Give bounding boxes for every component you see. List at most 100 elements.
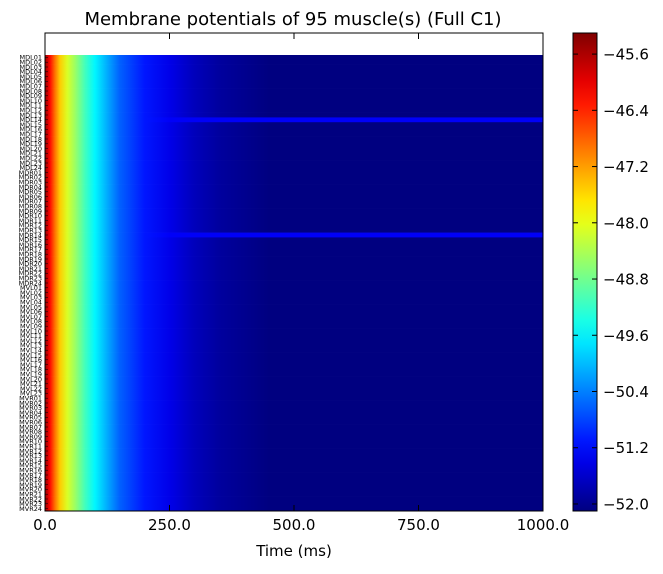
y-tick-label: MVR17 [19, 471, 42, 479]
heatmap-row-mdr03 [45, 179, 543, 185]
y-tick-label: MDL08 [19, 87, 42, 95]
heatmap-row-mdr01 [45, 170, 543, 176]
y-tick-label: MVL03 [20, 294, 42, 302]
y-tick-label: MDL05 [19, 73, 42, 81]
colorbar-tick-label: −50.4 [603, 383, 649, 401]
heatmap-row-mvr21 [45, 491, 543, 497]
y-tick-label: MDL23 [19, 159, 42, 167]
heatmap-row-mvl13 [45, 343, 543, 349]
colorbar-tick-label: −47.2 [603, 158, 649, 176]
heatmap-row-mdr20 [45, 261, 543, 267]
y-tick-label: MVR09 [19, 433, 42, 441]
x-tick-label: 500.0 [273, 516, 316, 534]
heatmap-row-mdl20 [45, 146, 543, 152]
y-tick-label: MDR12 [19, 222, 42, 230]
heatmap-row-mdl06 [45, 79, 543, 85]
heatmap-row-mdr04 [45, 184, 543, 190]
heatmap-row-mdl17 [45, 131, 543, 137]
heatmap-row-mvr04 [45, 410, 543, 416]
heatmap-row-mvr20 [45, 487, 543, 493]
colorbar-tick-label: −45.6 [603, 46, 649, 64]
colorbar-tick-label: −52.0 [603, 495, 649, 513]
colorbar-tick-label: −49.6 [603, 327, 649, 345]
heatmap-row-mvl12 [45, 338, 543, 344]
heatmap-row-mdl24 [45, 165, 543, 171]
colorbar-tick-label: −48.0 [603, 214, 649, 232]
y-tick-label: MDR08 [19, 203, 42, 211]
heatmap-row-mvl20 [45, 376, 543, 382]
y-tick-label: MDR11 [19, 217, 42, 225]
heatmap-row-mvr01 [45, 395, 543, 401]
y-tick-label: MDL16 [19, 126, 42, 134]
heatmap-row-mvl21 [45, 381, 543, 387]
heatmap-row-mvr16 [45, 467, 543, 473]
heatmap-row-mvl08 [45, 319, 543, 325]
heatmap-row-mvr22 [45, 496, 543, 502]
heatmap-row-mvr17 [45, 472, 543, 478]
heatmap-row-mdl16 [45, 127, 543, 133]
heatmap-row-mdl04 [45, 69, 543, 75]
y-tick-label: MDR07 [19, 198, 42, 206]
y-tick-label: MDL21 [19, 150, 42, 158]
heatmap-row-mdr02 [45, 175, 543, 181]
heatmap-row-mdl11 [45, 103, 543, 109]
y-tick-label: MDL24 [19, 164, 42, 172]
colorbar-tick-label: −51.2 [603, 439, 649, 457]
heatmap-row-mdl19 [45, 141, 543, 147]
y-tick-label: MDR19 [19, 255, 42, 263]
y-tick-label: MVR21 [19, 491, 42, 499]
heatmap-row-mdl03 [45, 64, 543, 70]
y-tick-label: MDR20 [19, 260, 42, 268]
y-tick-label: MDR13 [19, 227, 42, 235]
heatmap-row-mvr23 [45, 501, 543, 507]
y-tick-label: MVR06 [19, 419, 42, 427]
heatmap-row-mvr02 [45, 400, 543, 406]
heatmap-row-mvl03 [45, 295, 543, 301]
y-tick-label: MVL18 [20, 366, 42, 374]
heatmap-row-mvl05 [45, 304, 543, 310]
y-tick-label: MVL17 [20, 361, 42, 369]
y-tick-label: MDL09 [19, 92, 42, 100]
y-tick-label: MVL14 [20, 347, 42, 355]
heatmap-row-mdl13 [45, 112, 543, 118]
y-tick-label: MDL19 [19, 140, 42, 148]
heatmap-row-mvl16 [45, 357, 543, 363]
heatmap-row-mdl18 [45, 136, 543, 142]
y-tick-label: MDR09 [19, 207, 42, 215]
heatmap-row-mdl07 [45, 83, 543, 89]
heatmap-row-mdr16 [45, 242, 543, 248]
y-tick-label: MVR20 [19, 486, 42, 494]
y-tick-label: MVL19 [20, 371, 42, 379]
y-tick-label: MDL20 [19, 145, 42, 153]
heatmap-row-mvl18 [45, 367, 543, 373]
y-tick-label: MVR14 [19, 457, 42, 465]
heatmap-row-mdr22 [45, 271, 543, 277]
x-axis-label: Time (ms) [255, 542, 332, 560]
y-tick-label: MVR15 [19, 462, 42, 470]
heatmap-cells [45, 55, 543, 512]
y-tick-label: MVL23 [20, 390, 42, 398]
heatmap-row-mdr24 [45, 280, 543, 286]
y-tick-label: MVL04 [20, 299, 42, 307]
y-tick-label: MDL12 [19, 107, 42, 115]
y-tick-label: MDR16 [19, 241, 42, 249]
heatmap-row-mdr07 [45, 199, 543, 205]
y-tick-label: MVR13 [19, 452, 42, 460]
colorbar-tick-label: −46.4 [603, 102, 649, 120]
y-tick-label: MVL15 [20, 351, 42, 359]
heatmap-row-mvl23 [45, 391, 543, 397]
heatmap-row-mdl21 [45, 151, 543, 157]
heatmap-row-mdr12 [45, 223, 543, 229]
y-tick-label: MVL16 [20, 356, 42, 364]
heatmap-row-mdr15 [45, 237, 543, 243]
heatmap-row-mvr09 [45, 434, 543, 440]
y-tick-label: MVL01 [20, 284, 42, 292]
heatmap-row-mvl07 [45, 314, 543, 320]
heatmap-row-mdr17 [45, 247, 543, 253]
y-tick-label: MVR02 [19, 399, 42, 407]
y-tick-label: MDL13 [19, 111, 42, 119]
y-tick-label: MDR21 [19, 265, 42, 273]
heatmap-row-mdl12 [45, 107, 543, 113]
heatmap-row-mvl10 [45, 328, 543, 334]
heatmap-row-mdl01 [45, 55, 543, 61]
